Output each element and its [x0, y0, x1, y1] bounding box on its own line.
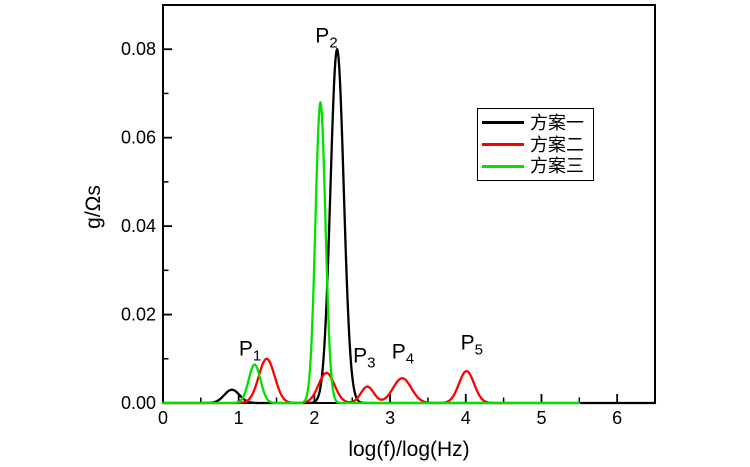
- peak-label-P1: P1: [238, 337, 262, 365]
- curve-scheme-3: [161, 101, 581, 405]
- legend-label: 方案二: [530, 134, 584, 155]
- legend-label: 方案一: [530, 112, 584, 133]
- legend-entry-scheme-1: 方案一: [482, 114, 590, 132]
- x-tick-label: 5: [536, 408, 546, 428]
- x-axis-title: log(f)/log(Hz): [348, 438, 470, 461]
- y-tick-label: 0.04: [121, 216, 156, 236]
- peak-label-P4: P4: [391, 340, 415, 368]
- y-tick-label: 0.02: [121, 305, 156, 325]
- y-axis-title: g/Ωs: [82, 185, 105, 229]
- x-tick-label: 0: [158, 408, 168, 428]
- legend-label: 方案三: [530, 156, 584, 177]
- x-tick-label: 4: [461, 408, 471, 428]
- x-tick-label: 1: [234, 408, 244, 428]
- curve-scheme-2: [161, 357, 513, 405]
- legend-line-black: [482, 121, 524, 125]
- legend-line-red: [482, 143, 524, 146]
- y-tick-label: 0.00: [121, 393, 156, 413]
- y-tick-label: 0.06: [121, 128, 156, 148]
- x-tick-label: 3: [385, 408, 395, 428]
- x-tick-label: 6: [612, 408, 622, 428]
- peak-label-P3: P3: [353, 344, 376, 372]
- peak-label-P5: P5: [460, 331, 483, 359]
- peak-label-P2: P2: [315, 24, 338, 52]
- legend-entry-scheme-2: 方案二: [482, 136, 590, 154]
- legend: 方案一 方案二 方案三: [477, 108, 594, 181]
- x-tick-label: 2: [309, 408, 319, 428]
- legend-entry-scheme-3: 方案三: [482, 157, 590, 175]
- y-tick-label: 0.08: [121, 39, 156, 59]
- legend-line-green: [482, 164, 524, 168]
